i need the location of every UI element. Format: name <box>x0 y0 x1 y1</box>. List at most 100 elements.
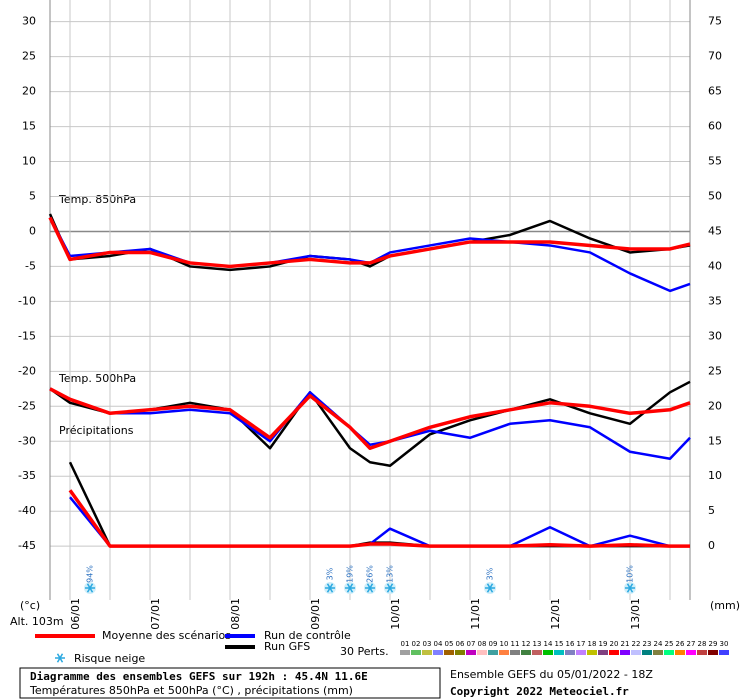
snow-risk-label: 3% <box>326 567 335 580</box>
snow-risk-label: 19% <box>346 565 355 583</box>
y2-tick-label: 55 <box>708 155 722 168</box>
member-swatch <box>543 650 553 655</box>
member-label: 21 <box>621 640 630 648</box>
x-tick-label: 11/01 <box>469 598 482 630</box>
member-swatch <box>444 650 454 655</box>
member-swatch <box>719 650 729 655</box>
member-label: 06 <box>456 640 465 648</box>
member-swatch <box>422 650 432 655</box>
series-line <box>49 387 691 451</box>
snow-icon-stroke <box>486 583 494 593</box>
member-label: 22 <box>632 640 641 648</box>
member-swatch <box>466 650 476 655</box>
member-swatch <box>609 650 619 655</box>
legend-snow-icon <box>55 653 65 663</box>
y2-tick-label: 75 <box>708 15 722 28</box>
y-tick-label: 5 <box>29 190 36 203</box>
altitude: Alt. 103m <box>10 615 64 628</box>
y2-tick-label: 50 <box>708 190 722 203</box>
series-line <box>48 216 691 269</box>
y-tick-label: 0 <box>29 224 36 237</box>
member-label: 11 <box>511 640 520 648</box>
member-swatch <box>653 650 663 655</box>
member-swatch <box>433 650 443 655</box>
snow-icon <box>484 582 496 594</box>
x-tick-label: 10/01 <box>389 598 402 630</box>
y-tick-label: -5 <box>25 259 36 272</box>
snow-risk-label: 26% <box>366 565 375 583</box>
legend-label: Moyenne des scénarios <box>102 629 231 642</box>
footer-copyright: Copyright 2022 Meteociel.fr <box>450 685 629 698</box>
member-swatch <box>499 650 509 655</box>
x-tick-label: 07/01 <box>149 598 162 630</box>
member-label: 17 <box>577 640 586 648</box>
member-label: 14 <box>544 640 553 648</box>
y2-tick-label: 60 <box>708 120 722 133</box>
member-label: 25 <box>665 640 674 648</box>
snow-icon <box>324 582 336 594</box>
member-label: 20 <box>610 640 619 648</box>
y-tick-label: 15 <box>22 120 36 133</box>
footer-title: Diagramme des ensembles GEFS sur 192h : … <box>30 670 368 683</box>
snow-icon-stroke <box>86 583 94 593</box>
member-label: 04 <box>434 640 443 648</box>
y2-axis-label: (mm) <box>710 599 740 612</box>
member-label: 23 <box>643 640 652 648</box>
snow-icon-stroke <box>626 583 634 593</box>
member-swatch <box>576 650 586 655</box>
member-label: 02 <box>412 640 421 648</box>
series-line <box>68 489 690 548</box>
member-label: 24 <box>654 640 663 648</box>
member-label: 12 <box>522 640 531 648</box>
member-label: 28 <box>698 640 707 648</box>
member-label: 03 <box>423 640 432 648</box>
x-tick-label: 08/01 <box>229 598 242 630</box>
member-label: 07 <box>467 640 476 648</box>
y2-tick-label: 5 <box>708 504 715 517</box>
y-tick-label: -40 <box>18 504 36 517</box>
y-tick-label: 10 <box>22 155 36 168</box>
footer-run: Ensemble GEFS du 05/01/2022 - 18Z <box>450 668 653 681</box>
y2-tick-label: 40 <box>708 259 722 272</box>
member-label: 09 <box>489 640 498 648</box>
members-label: 30 Perts. <box>340 645 389 658</box>
snow-icon-stroke <box>366 583 374 593</box>
y-tick-label: 25 <box>22 50 36 63</box>
snow-icon-stroke <box>386 583 394 593</box>
footer-box <box>19 667 441 699</box>
member-swatch <box>477 650 487 655</box>
y2-tick-label: 30 <box>708 329 722 342</box>
member-swatch <box>554 650 564 655</box>
member-swatch <box>631 650 641 655</box>
member-swatch <box>697 650 707 655</box>
snow-icon <box>364 582 376 594</box>
member-swatch <box>455 650 465 655</box>
y-tick-label: -20 <box>18 364 36 377</box>
member-label: 29 <box>709 640 718 648</box>
snow-icon <box>384 582 396 594</box>
y-tick-label: 20 <box>22 85 36 98</box>
series-line <box>49 387 691 460</box>
member-swatch <box>642 650 652 655</box>
legend-label: Run GFS <box>264 640 310 653</box>
member-label: 16 <box>566 640 575 648</box>
snow-icon-stroke <box>326 583 334 593</box>
y2-tick-label: 25 <box>708 364 722 377</box>
x-tick-label: 09/01 <box>309 598 322 630</box>
member-label: 13 <box>533 640 542 648</box>
snow-risk-label: 10% <box>626 565 635 583</box>
member-label: 18 <box>588 640 597 648</box>
member-swatch <box>532 650 542 655</box>
y-tick-label: -45 <box>18 539 36 552</box>
member-label: 19 <box>599 640 608 648</box>
member-swatch <box>521 650 531 655</box>
member-swatch <box>620 650 630 655</box>
annotation: Précipitations <box>59 424 134 437</box>
member-swatch <box>411 650 421 655</box>
member-swatch <box>664 650 674 655</box>
legend-label: Risque neige <box>74 652 145 665</box>
y-tick-label: 30 <box>22 15 36 28</box>
y2-tick-label: 45 <box>708 224 722 237</box>
